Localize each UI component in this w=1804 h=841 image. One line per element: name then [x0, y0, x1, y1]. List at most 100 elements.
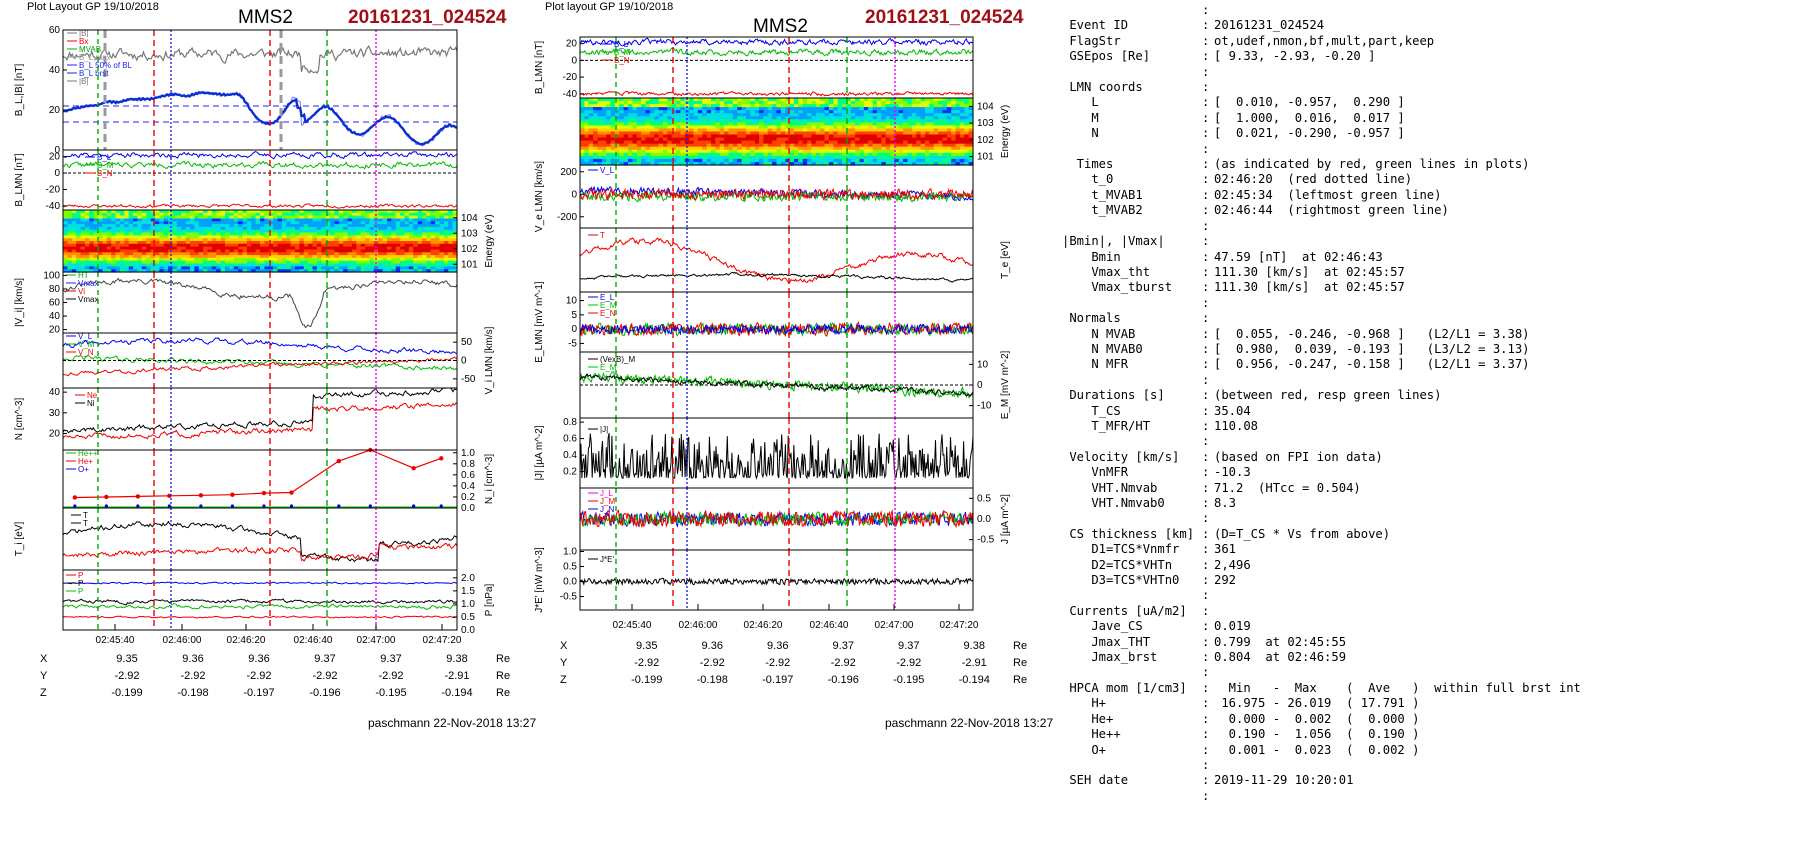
- heatmap-cell: [242, 252, 248, 256]
- heatmap-cell: [925, 137, 930, 142]
- heatmap-cell: [115, 226, 121, 231]
- heatmap-cell: [772, 155, 778, 160]
- heatmap-cell: [233, 241, 239, 245]
- info-colon: :: [1202, 449, 1210, 464]
- heatmap-cell: [229, 215, 235, 219]
- heatmap-cell: [789, 125, 795, 129]
- heatmap-cell: [588, 152, 594, 157]
- info-colon: :: [1202, 588, 1210, 603]
- heatmap-cell: [846, 152, 852, 157]
- heatmap-cell: [750, 116, 756, 120]
- heatmap-cell: [347, 224, 353, 228]
- heatmap-cell: [373, 235, 379, 239]
- heatmap-cell: [207, 263, 213, 267]
- heatmap-cell: [820, 119, 826, 123]
- heatmap-cell: [290, 238, 296, 242]
- info-colon: :: [1202, 141, 1210, 156]
- hepp-point: [198, 493, 204, 498]
- heatmap-cell: [706, 140, 712, 145]
- heatmap-cell: [938, 137, 944, 142]
- left-p2-ytick-label: -40: [46, 201, 61, 212]
- info-row: Jmax_brst:0.804 at 02:46:59: [1062, 650, 1581, 665]
- heatmap-cell: [260, 215, 265, 219]
- heatmap-cell: [233, 238, 239, 242]
- heatmap-cell: [763, 131, 769, 136]
- heatmap-cell: [667, 149, 673, 154]
- heatmap-cell: [286, 221, 292, 225]
- heatmap-cell: [369, 224, 375, 228]
- heatmap-cell: [216, 232, 222, 236]
- heatmap-cell: [846, 128, 852, 133]
- heatmap-cell: [203, 235, 209, 239]
- heatmap-cell: [632, 116, 638, 120]
- heatmap-cell: [194, 243, 200, 248]
- heatmap-cell: [435, 257, 441, 262]
- heatmap-cell: [776, 110, 782, 114]
- mid-p3-ytick-label: 200: [560, 167, 577, 178]
- heatmap-cell: [435, 232, 441, 236]
- heatmap-cell: [628, 131, 633, 136]
- heatmap-cell: [807, 155, 813, 160]
- heatmap-cell: [216, 218, 222, 222]
- heatmap-cell: [885, 128, 891, 133]
- info-colon: :: [1202, 788, 1210, 803]
- heatmap-cell: [181, 226, 187, 231]
- heatmap-cell: [745, 134, 751, 139]
- heatmap-cell: [128, 263, 134, 267]
- heatmap-cell: [628, 158, 633, 163]
- heatmap-cell: [868, 122, 874, 126]
- heatmap-cell: [238, 218, 244, 222]
- heatmap-cell: [330, 224, 335, 228]
- heatmap-cell: [338, 215, 344, 219]
- heatmap-cell: [728, 155, 734, 160]
- heatmap-cell: [435, 266, 441, 270]
- info-key: [1062, 511, 1202, 526]
- heatmap-cell: [911, 134, 917, 139]
- heatmap-cell: [159, 224, 165, 228]
- heatmap-cell: [715, 162, 721, 166]
- heatmap-cell: [946, 134, 952, 139]
- heatmap-cell: [273, 210, 279, 214]
- left-p7-ytick-label: 0.6: [461, 470, 475, 481]
- heatmap-cell: [76, 266, 82, 270]
- left-p2-legend-label: B_N: [97, 169, 113, 178]
- heatmap-cell: [933, 131, 939, 136]
- heatmap-cell: [885, 134, 891, 139]
- heatmap-cell: [925, 128, 930, 133]
- heatmap-cell: [872, 101, 878, 105]
- heatmap-cell: [772, 143, 778, 148]
- heatmap-cell: [93, 266, 99, 270]
- heatmap-cell: [741, 152, 747, 157]
- mid-time-tick-label: 02:46:20: [744, 620, 783, 631]
- heatmap-cell: [207, 266, 213, 270]
- heatmap-cell: [351, 218, 357, 222]
- heatmap-cell: [260, 212, 265, 217]
- heatmap-cell: [159, 238, 165, 242]
- heatmap-cell: [98, 212, 103, 217]
- heatmap-cell: [229, 210, 235, 214]
- heatmap-cell: [246, 221, 252, 225]
- heatmap-cell: [667, 134, 673, 139]
- heatmap-cell: [128, 249, 134, 253]
- heatmap-cell: [185, 238, 191, 242]
- heatmap-cell: [229, 249, 235, 253]
- heatmap-cell: [610, 140, 616, 145]
- heatmap-cell: [903, 113, 909, 117]
- heatmap-cell: [408, 229, 414, 234]
- heatmap-cell: [365, 263, 371, 267]
- heatmap-cell: [606, 122, 612, 126]
- heatmap-cell: [754, 98, 760, 102]
- heatmap-cell: [295, 266, 300, 270]
- heatmap-cell: [430, 212, 436, 217]
- heatmap-cell: [654, 162, 660, 166]
- heatmap-cell: [628, 119, 633, 123]
- left-p1-legend-label: |B|: [79, 29, 89, 38]
- heatmap-cell: [338, 255, 344, 259]
- heatmap-cell: [426, 218, 432, 222]
- heatmap-cell: [715, 110, 721, 114]
- heatmap-cell: [955, 146, 961, 151]
- heatmap-cell: [850, 146, 856, 151]
- heatmap-cell: [338, 210, 344, 214]
- heatmap-cell: [645, 131, 651, 136]
